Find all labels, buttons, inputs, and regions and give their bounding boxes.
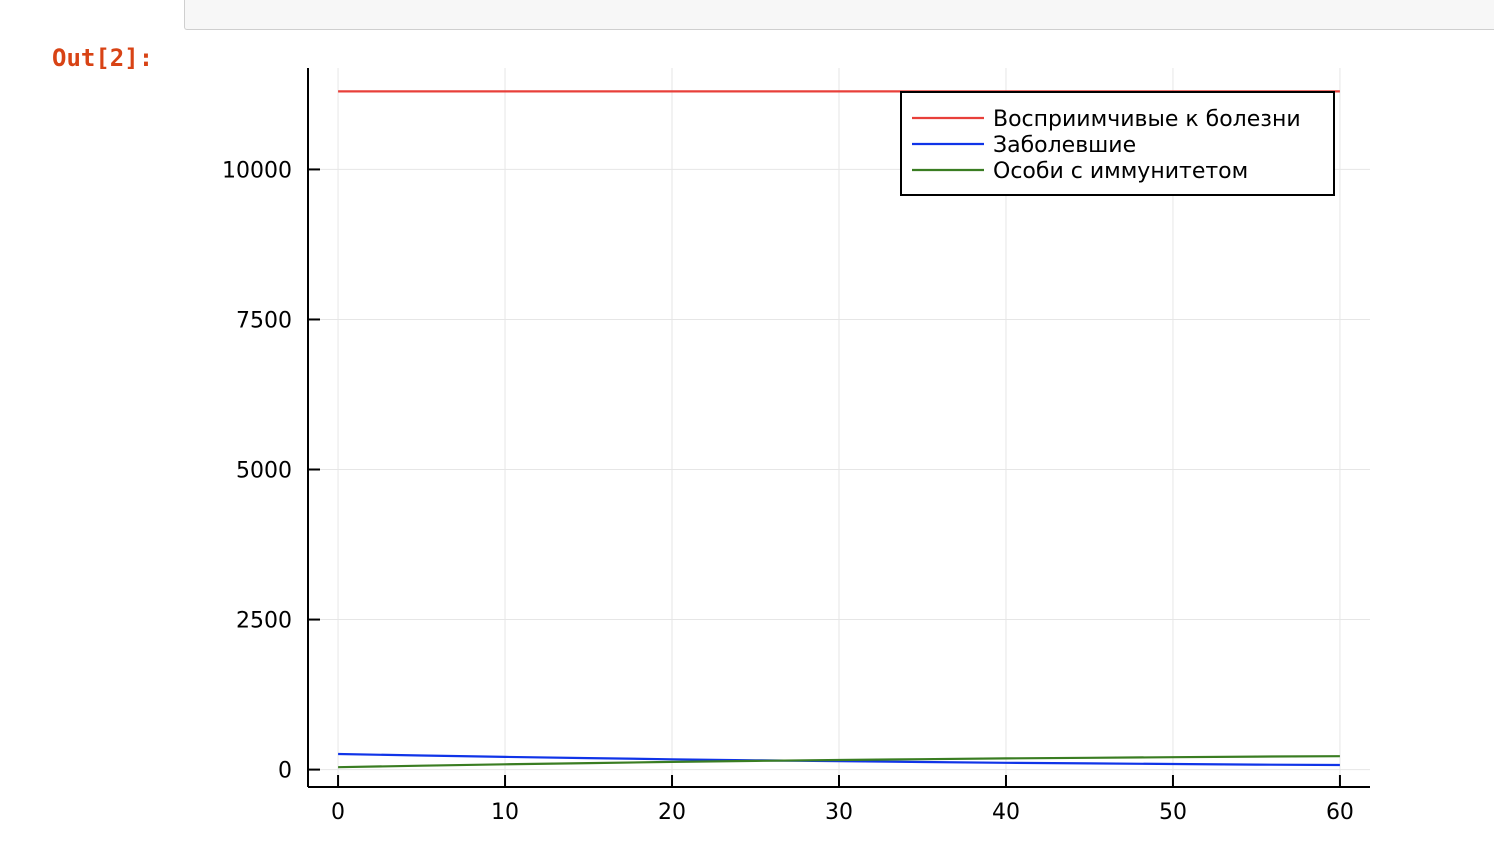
x-tick-label: 10: [491, 800, 519, 825]
input-cell-stub: [184, 0, 1494, 30]
tick-labels: 0 10 20 30 40 50 60 0 2500 5000 7500 10000: [222, 158, 1354, 825]
series-line-3: [338, 755, 1340, 769]
legend-label: Заболевшие: [993, 133, 1136, 158]
output-prompt: Out[2]:: [52, 44, 154, 72]
y-tick-label: 5000: [236, 459, 292, 484]
grid-layer: [308, 68, 1370, 787]
y-tick-label: 2500: [236, 609, 292, 634]
axes-layer: [307, 68, 1370, 788]
x-tick-label: 60: [1326, 800, 1354, 825]
x-tick-label: 20: [658, 800, 686, 825]
legend-label: Восприимчивые к болезни: [993, 107, 1301, 132]
y-tick-label: 0: [278, 759, 292, 784]
y-tick-label: 10000: [222, 158, 292, 183]
x-tick-label: 40: [992, 800, 1020, 825]
x-tick-label: 50: [1159, 800, 1187, 825]
x-tick-label: 30: [825, 800, 853, 825]
x-tick-label: 0: [331, 800, 345, 825]
legend-label: Особи с иммунитетом: [993, 159, 1248, 184]
y-tick-label: 7500: [236, 308, 292, 333]
series-line-2: [338, 752, 1340, 767]
